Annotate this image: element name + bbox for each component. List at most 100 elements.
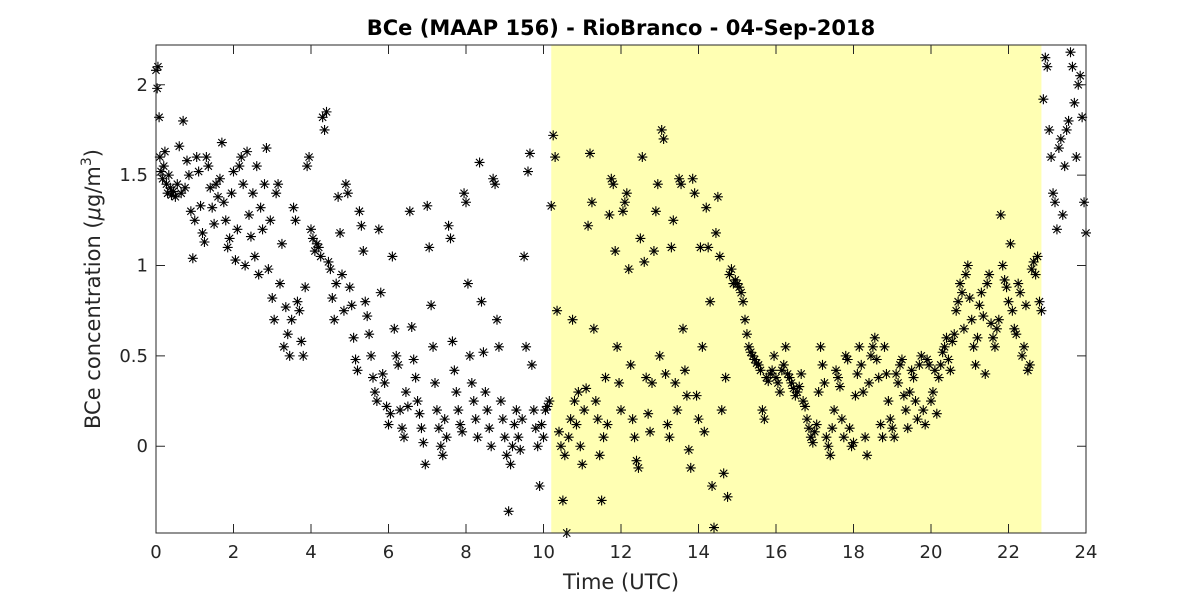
data-point <box>408 354 419 365</box>
data-point <box>1009 323 1020 334</box>
data-point <box>817 359 828 370</box>
data-point <box>676 179 687 190</box>
data-point <box>767 365 778 376</box>
data-point <box>449 365 460 376</box>
data-point <box>482 405 493 416</box>
data-point <box>875 419 886 430</box>
data-point <box>187 253 198 264</box>
data-point <box>416 423 427 434</box>
data-point <box>955 278 966 289</box>
data-point <box>610 246 621 257</box>
data-point <box>579 405 590 416</box>
data-point <box>730 274 741 285</box>
data-point <box>629 432 640 443</box>
data-point <box>255 202 266 213</box>
data-point <box>734 282 745 293</box>
data-point <box>245 231 256 242</box>
data-point <box>437 450 448 461</box>
data-point <box>774 387 785 398</box>
data-point <box>740 314 750 325</box>
data-point <box>900 405 911 416</box>
data-point <box>825 450 836 461</box>
data-point <box>271 188 282 199</box>
data-point <box>455 419 466 430</box>
data-point <box>216 137 227 148</box>
data-point <box>778 359 789 370</box>
data-point <box>776 365 787 376</box>
data-point <box>906 365 917 376</box>
data-point <box>170 191 181 202</box>
x-tick-label: 16 <box>765 542 788 563</box>
x-tick-label: 18 <box>842 542 865 563</box>
data-point <box>319 124 330 135</box>
data-point <box>949 329 960 340</box>
data-point <box>924 359 935 370</box>
data-point <box>763 376 774 387</box>
data-point <box>157 173 168 184</box>
data-point <box>211 179 222 190</box>
data-point <box>242 146 253 157</box>
data-point <box>602 419 613 430</box>
data-point <box>908 372 919 383</box>
data-point <box>672 405 683 416</box>
data-point <box>209 218 220 229</box>
data-point <box>298 350 309 361</box>
data-point <box>957 287 967 298</box>
data-point <box>972 332 983 343</box>
data-point <box>1071 152 1082 163</box>
data-point <box>509 419 520 430</box>
data-point <box>521 341 532 352</box>
data-point <box>563 432 574 443</box>
data-point <box>652 179 663 190</box>
data-point <box>484 423 495 434</box>
data-point <box>461 197 471 208</box>
data-point <box>585 148 595 159</box>
data-point <box>180 182 191 193</box>
x-tick-label: 14 <box>687 542 710 563</box>
data-point <box>842 354 853 365</box>
data-point <box>348 332 359 343</box>
data-point <box>761 372 772 383</box>
data-point <box>823 441 834 452</box>
data-point <box>709 522 719 533</box>
data-point <box>904 387 915 398</box>
data-point <box>269 314 280 325</box>
y-tick-label: 0 <box>137 436 148 457</box>
data-point <box>569 396 580 407</box>
data-point <box>809 426 820 437</box>
data-point <box>327 293 338 304</box>
data-point <box>705 296 716 307</box>
data-point <box>575 441 586 452</box>
data-point <box>606 173 617 184</box>
data-point <box>290 215 301 226</box>
data-point <box>476 296 487 307</box>
data-point <box>674 173 685 184</box>
data-point <box>617 206 628 217</box>
data-point <box>1022 365 1033 376</box>
data-point <box>338 305 349 316</box>
data-point <box>162 188 173 199</box>
data-point <box>865 350 876 361</box>
data-point <box>534 481 545 492</box>
data-point <box>879 341 890 352</box>
data-point <box>276 238 287 249</box>
data-point <box>786 377 797 388</box>
data-markers <box>151 47 1091 538</box>
data-point <box>433 423 444 434</box>
data-point <box>402 401 413 412</box>
data-point <box>174 141 185 152</box>
data-point <box>439 414 450 425</box>
data-point <box>554 426 564 437</box>
data-point <box>447 336 458 347</box>
data-point <box>379 377 390 388</box>
y-tick-label: 1 <box>137 256 148 277</box>
data-point <box>720 372 731 383</box>
data-point <box>910 396 921 407</box>
data-point <box>988 332 998 343</box>
data-point <box>441 432 452 443</box>
data-point <box>213 191 223 202</box>
data-point <box>1051 224 1062 235</box>
data-point <box>625 359 636 370</box>
data-point <box>916 350 927 361</box>
